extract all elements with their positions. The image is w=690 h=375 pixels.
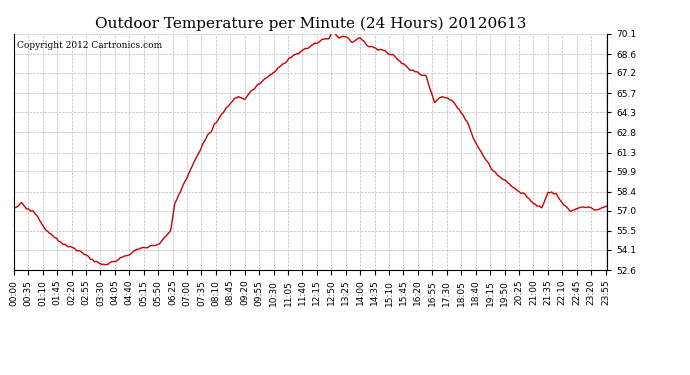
Title: Outdoor Temperature per Minute (24 Hours) 20120613: Outdoor Temperature per Minute (24 Hours… [95,17,526,31]
Text: Copyright 2012 Cartronics.com: Copyright 2012 Cartronics.com [17,41,162,50]
